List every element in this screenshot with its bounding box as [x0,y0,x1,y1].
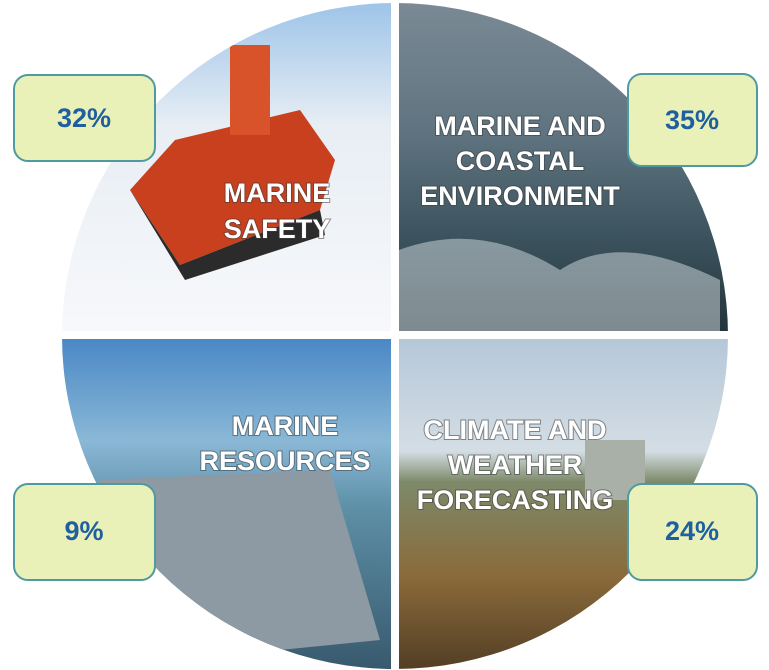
quadrant-label: RESOURCES [199,446,370,476]
quadrant-label: MARINE AND [434,111,606,141]
wave-spray [399,238,720,331]
share-box [13,483,156,581]
share-box [627,483,758,581]
share-label: 9% [64,516,103,546]
quadrant-label: COASTAL [456,146,585,176]
quadrant-label: SAFETY [224,214,331,244]
share-label: 32% [57,103,111,133]
quadrant-label: ENVIRONMENT [420,181,620,211]
share-box [627,73,758,167]
quadrant-label: CLIMATE AND [424,415,607,445]
share-label: 35% [665,105,719,135]
share-box [13,74,156,162]
share-label: 24% [665,516,719,546]
quadrant-label: FORECASTING [417,485,614,515]
quadrant-label: WEATHER [448,450,583,480]
ship-bow [130,190,325,280]
ship-hull [130,110,335,265]
quadrant-label: MARINE [224,178,331,208]
ship-bridge [230,45,270,135]
quadrant-label: MARINE [232,411,339,441]
